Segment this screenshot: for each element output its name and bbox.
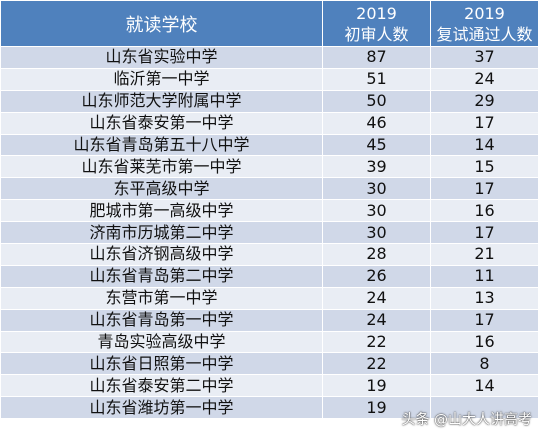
table-row: 东平高级中学 30 17 bbox=[0, 177, 538, 201]
table-row: 山东省泰安第一中学 46 17 bbox=[0, 111, 538, 135]
header-school: 就读学校 bbox=[0, 0, 323, 47]
cell-pass: 8 bbox=[430, 352, 538, 376]
cell-initial: 39 bbox=[322, 155, 431, 179]
table-body: 山东省实验中学 87 37 临沂第一中学 51 24 山东师范大学附属中学 50 29 山东省泰安… bbox=[0, 46, 538, 420]
cell-initial: 87 bbox=[322, 46, 431, 69]
cell-school: 山东省潍坊第一中学 bbox=[0, 396, 323, 420]
header-pass-label: 复试通过人数 bbox=[436, 24, 533, 44]
cell-school: 山东省济钢高级中学 bbox=[0, 243, 323, 266]
cell-pass: 14 bbox=[430, 133, 538, 157]
table-row: 山东省济钢高级中学 28 21 bbox=[0, 243, 538, 266]
table-row: 青岛实验高级中学 22 16 bbox=[0, 330, 538, 354]
cell-school: 山东省青岛第二中学 bbox=[0, 264, 323, 288]
cell-pass: 17 bbox=[430, 111, 538, 135]
table-row: 山东师范大学附属中学 50 29 bbox=[0, 89, 538, 113]
cell-pass: 37 bbox=[430, 46, 538, 69]
cell-initial: 30 bbox=[322, 199, 431, 223]
header-pass: 2019 复试通过人数 bbox=[430, 0, 538, 47]
header-initial-label: 初审人数 bbox=[344, 24, 409, 44]
header-initial: 2019 初审人数 bbox=[322, 0, 431, 47]
cell-school: 青岛实验高级中学 bbox=[0, 330, 323, 354]
cell-initial: 50 bbox=[322, 89, 431, 113]
table-row: 济南市历城第二中学 30 17 bbox=[0, 221, 538, 245]
cell-initial: 46 bbox=[322, 111, 431, 135]
cell-initial: 28 bbox=[322, 243, 431, 266]
cell-school: 山东省实验中学 bbox=[0, 46, 323, 69]
table-row: 山东省泰安第二中学 19 14 bbox=[0, 374, 538, 398]
cell-pass: 17 bbox=[430, 221, 538, 245]
cell-initial: 30 bbox=[322, 177, 431, 201]
cell-initial: 19 bbox=[322, 396, 431, 420]
cell-pass bbox=[430, 396, 538, 420]
cell-initial: 51 bbox=[322, 67, 431, 91]
watermark-text: 头条 @山大人讲高考 bbox=[401, 412, 532, 428]
watermark: 头条 @山大人讲高考 bbox=[402, 409, 532, 429]
table-header-row: 就读学校 2019 初审人数 2019 复试通过人数 bbox=[0, 0, 538, 47]
cell-pass: 29 bbox=[430, 89, 538, 113]
cell-initial: 22 bbox=[322, 330, 431, 354]
cell-initial: 22 bbox=[322, 352, 431, 376]
table-row: 山东省青岛第一中学 24 17 bbox=[0, 308, 538, 332]
cell-school: 山东省莱芜市第一中学 bbox=[0, 155, 323, 179]
cell-pass: 16 bbox=[430, 330, 538, 354]
cell-school: 济南市历城第二中学 bbox=[0, 221, 323, 245]
cell-school: 山东省青岛第一中学 bbox=[0, 308, 323, 332]
cell-pass: 15 bbox=[430, 155, 538, 179]
cell-initial: 30 bbox=[322, 221, 431, 245]
table-row: 临沂第一中学 51 24 bbox=[0, 67, 538, 91]
cell-initial: 45 bbox=[322, 133, 431, 157]
cell-initial: 24 bbox=[322, 286, 431, 310]
cell-school: 山东省日照第一中学 bbox=[0, 352, 323, 376]
cell-school: 临沂第一中学 bbox=[0, 67, 323, 91]
cell-school: 山东省青岛第五十八中学 bbox=[0, 133, 323, 157]
table-row: 山东省青岛第五十八中学 45 14 bbox=[0, 133, 538, 157]
cell-school: 肥城市第一高级中学 bbox=[0, 199, 323, 223]
cell-school: 山东省泰安第一中学 bbox=[0, 111, 323, 135]
cell-school: 东平高级中学 bbox=[0, 177, 323, 201]
cell-school: 东营市第一中学 bbox=[0, 286, 323, 310]
cell-initial: 26 bbox=[322, 264, 431, 288]
enrollment-table: 就读学校 2019 初审人数 2019 复试通过人数 山东省实验中学 87 37 临沂… bbox=[0, 0, 538, 420]
table-row: 肥城市第一高级中学 30 16 bbox=[0, 199, 538, 223]
table-row: 山东省潍坊第一中学 19 bbox=[0, 396, 538, 420]
table-row: 山东省莱芜市第一中学 39 15 bbox=[0, 155, 538, 179]
cell-pass: 16 bbox=[430, 199, 538, 223]
table-row: 山东省实验中学 87 37 bbox=[0, 46, 538, 69]
cell-school: 山东省泰安第二中学 bbox=[0, 374, 323, 398]
cell-initial: 24 bbox=[322, 308, 431, 332]
cell-pass: 17 bbox=[430, 308, 538, 332]
table-row: 山东省青岛第二中学 26 11 bbox=[0, 264, 538, 288]
header-pass-year: 2019 bbox=[464, 3, 505, 23]
table-row: 东营市第一中学 24 13 bbox=[0, 286, 538, 310]
cell-pass: 11 bbox=[430, 264, 538, 288]
cell-pass: 24 bbox=[430, 67, 538, 91]
cell-pass: 17 bbox=[430, 177, 538, 201]
header-initial-year: 2019 bbox=[356, 3, 397, 23]
cell-pass: 14 bbox=[430, 374, 538, 398]
cell-initial: 19 bbox=[322, 374, 431, 398]
table-row: 山东省日照第一中学 22 8 bbox=[0, 352, 538, 376]
cell-pass: 21 bbox=[430, 243, 538, 266]
cell-pass: 13 bbox=[430, 286, 538, 310]
cell-school: 山东师范大学附属中学 bbox=[0, 89, 323, 113]
